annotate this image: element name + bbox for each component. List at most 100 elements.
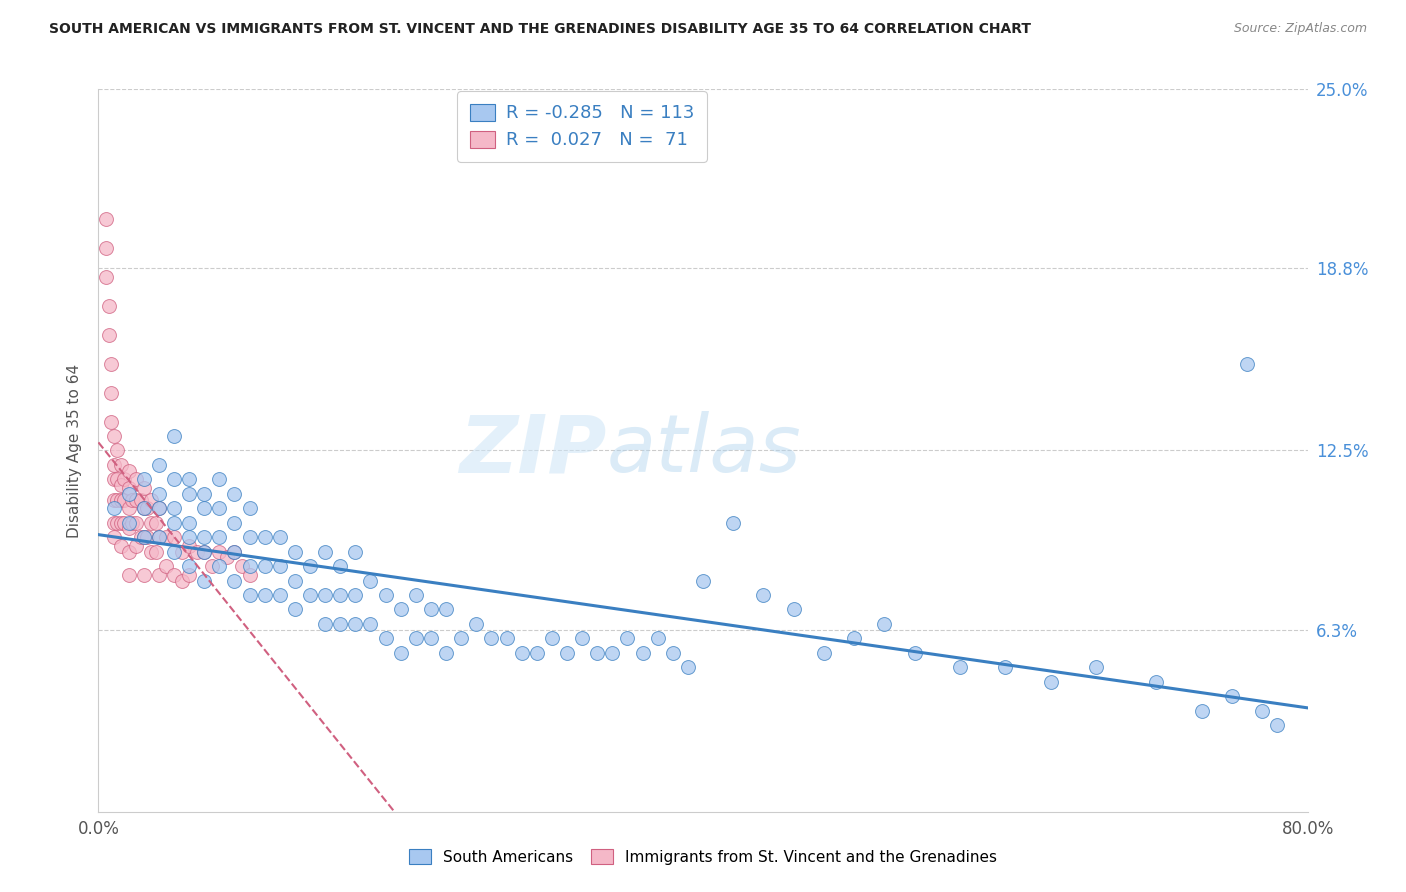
Point <box>132 530 155 544</box>
Point <box>179 567 201 582</box>
Point <box>141 492 163 507</box>
Point <box>344 544 367 558</box>
Point <box>239 501 262 516</box>
Point <box>676 660 699 674</box>
Point <box>783 602 806 616</box>
Point <box>135 530 157 544</box>
Point <box>329 588 352 602</box>
Point <box>481 632 503 646</box>
Point <box>179 559 201 574</box>
Point <box>752 588 775 602</box>
Point <box>692 574 714 588</box>
Point <box>844 632 866 646</box>
Point <box>105 516 128 530</box>
Point <box>269 559 291 574</box>
Point <box>103 516 125 530</box>
Point <box>125 472 148 486</box>
Point <box>105 492 128 507</box>
Point <box>360 616 382 631</box>
Point <box>360 574 382 588</box>
Point <box>434 602 457 616</box>
Point <box>344 588 367 602</box>
Point <box>586 646 609 660</box>
Point <box>389 602 412 616</box>
Point <box>299 559 322 574</box>
Point <box>103 472 125 486</box>
Point <box>405 632 427 646</box>
Point <box>465 616 488 631</box>
Point <box>284 544 307 558</box>
Point <box>100 357 122 371</box>
Point <box>904 646 927 660</box>
Point <box>94 241 117 255</box>
Point <box>224 544 246 558</box>
Point <box>163 472 186 486</box>
Point <box>647 632 669 646</box>
Point <box>148 458 170 472</box>
Point <box>434 646 457 660</box>
Point <box>253 530 276 544</box>
Point <box>110 458 132 472</box>
Point <box>148 530 170 544</box>
Point <box>420 602 443 616</box>
Point <box>314 616 336 631</box>
Point <box>299 588 322 602</box>
Point <box>389 646 412 660</box>
Point <box>179 472 201 486</box>
Point <box>420 632 443 646</box>
Point <box>495 632 517 646</box>
Point <box>163 501 186 516</box>
Point <box>1144 674 1167 689</box>
Point <box>329 616 352 631</box>
Point <box>132 481 155 495</box>
Point <box>148 501 170 516</box>
Point <box>208 501 231 516</box>
Point <box>179 516 201 530</box>
Point <box>1251 704 1274 718</box>
Point <box>239 567 262 582</box>
Point <box>103 429 125 443</box>
Point <box>129 530 152 544</box>
Point <box>132 472 155 486</box>
Point <box>110 516 132 530</box>
Point <box>450 632 472 646</box>
Point <box>94 212 117 227</box>
Point <box>163 429 186 443</box>
Point <box>208 559 231 574</box>
Point <box>201 559 224 574</box>
Point <box>224 516 246 530</box>
Point <box>145 516 167 530</box>
Point <box>100 385 122 400</box>
Point <box>179 487 201 501</box>
Point <box>155 559 177 574</box>
Point <box>540 632 562 646</box>
Point <box>224 544 246 558</box>
Point <box>112 472 135 486</box>
Point <box>329 559 352 574</box>
Point <box>148 501 170 516</box>
Point <box>103 458 125 472</box>
Point <box>112 516 135 530</box>
Point <box>110 539 132 553</box>
Point <box>148 487 170 501</box>
Point <box>949 660 972 674</box>
Point <box>129 492 152 507</box>
Point <box>224 574 246 588</box>
Text: SOUTH AMERICAN VS IMMIGRANTS FROM ST. VINCENT AND THE GRENADINES DISABILITY AGE : SOUTH AMERICAN VS IMMIGRANTS FROM ST. VI… <box>49 22 1031 37</box>
Point <box>163 544 186 558</box>
Point <box>1039 674 1062 689</box>
Point <box>125 539 148 553</box>
Point <box>118 487 141 501</box>
Point <box>132 501 155 516</box>
Point <box>224 487 246 501</box>
Point <box>239 559 262 574</box>
Point <box>253 559 276 574</box>
Point <box>118 521 141 535</box>
Point <box>135 501 157 516</box>
Point <box>1191 704 1213 718</box>
Point <box>103 530 125 544</box>
Point <box>170 544 193 558</box>
Point <box>314 544 336 558</box>
Point <box>1267 718 1289 732</box>
Point <box>170 574 193 588</box>
